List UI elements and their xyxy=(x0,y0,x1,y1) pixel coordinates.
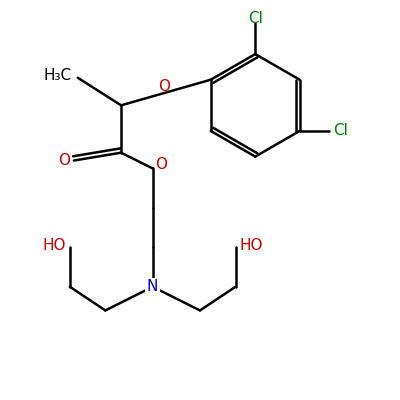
Text: H₃C: H₃C xyxy=(44,68,72,83)
Text: HO: HO xyxy=(42,238,66,253)
Text: O: O xyxy=(155,157,167,172)
Text: O: O xyxy=(58,153,70,168)
Text: Cl: Cl xyxy=(333,124,348,138)
Text: HO: HO xyxy=(240,238,263,253)
Text: N: N xyxy=(147,279,158,294)
Text: Cl: Cl xyxy=(248,11,263,26)
Text: O: O xyxy=(158,79,170,94)
